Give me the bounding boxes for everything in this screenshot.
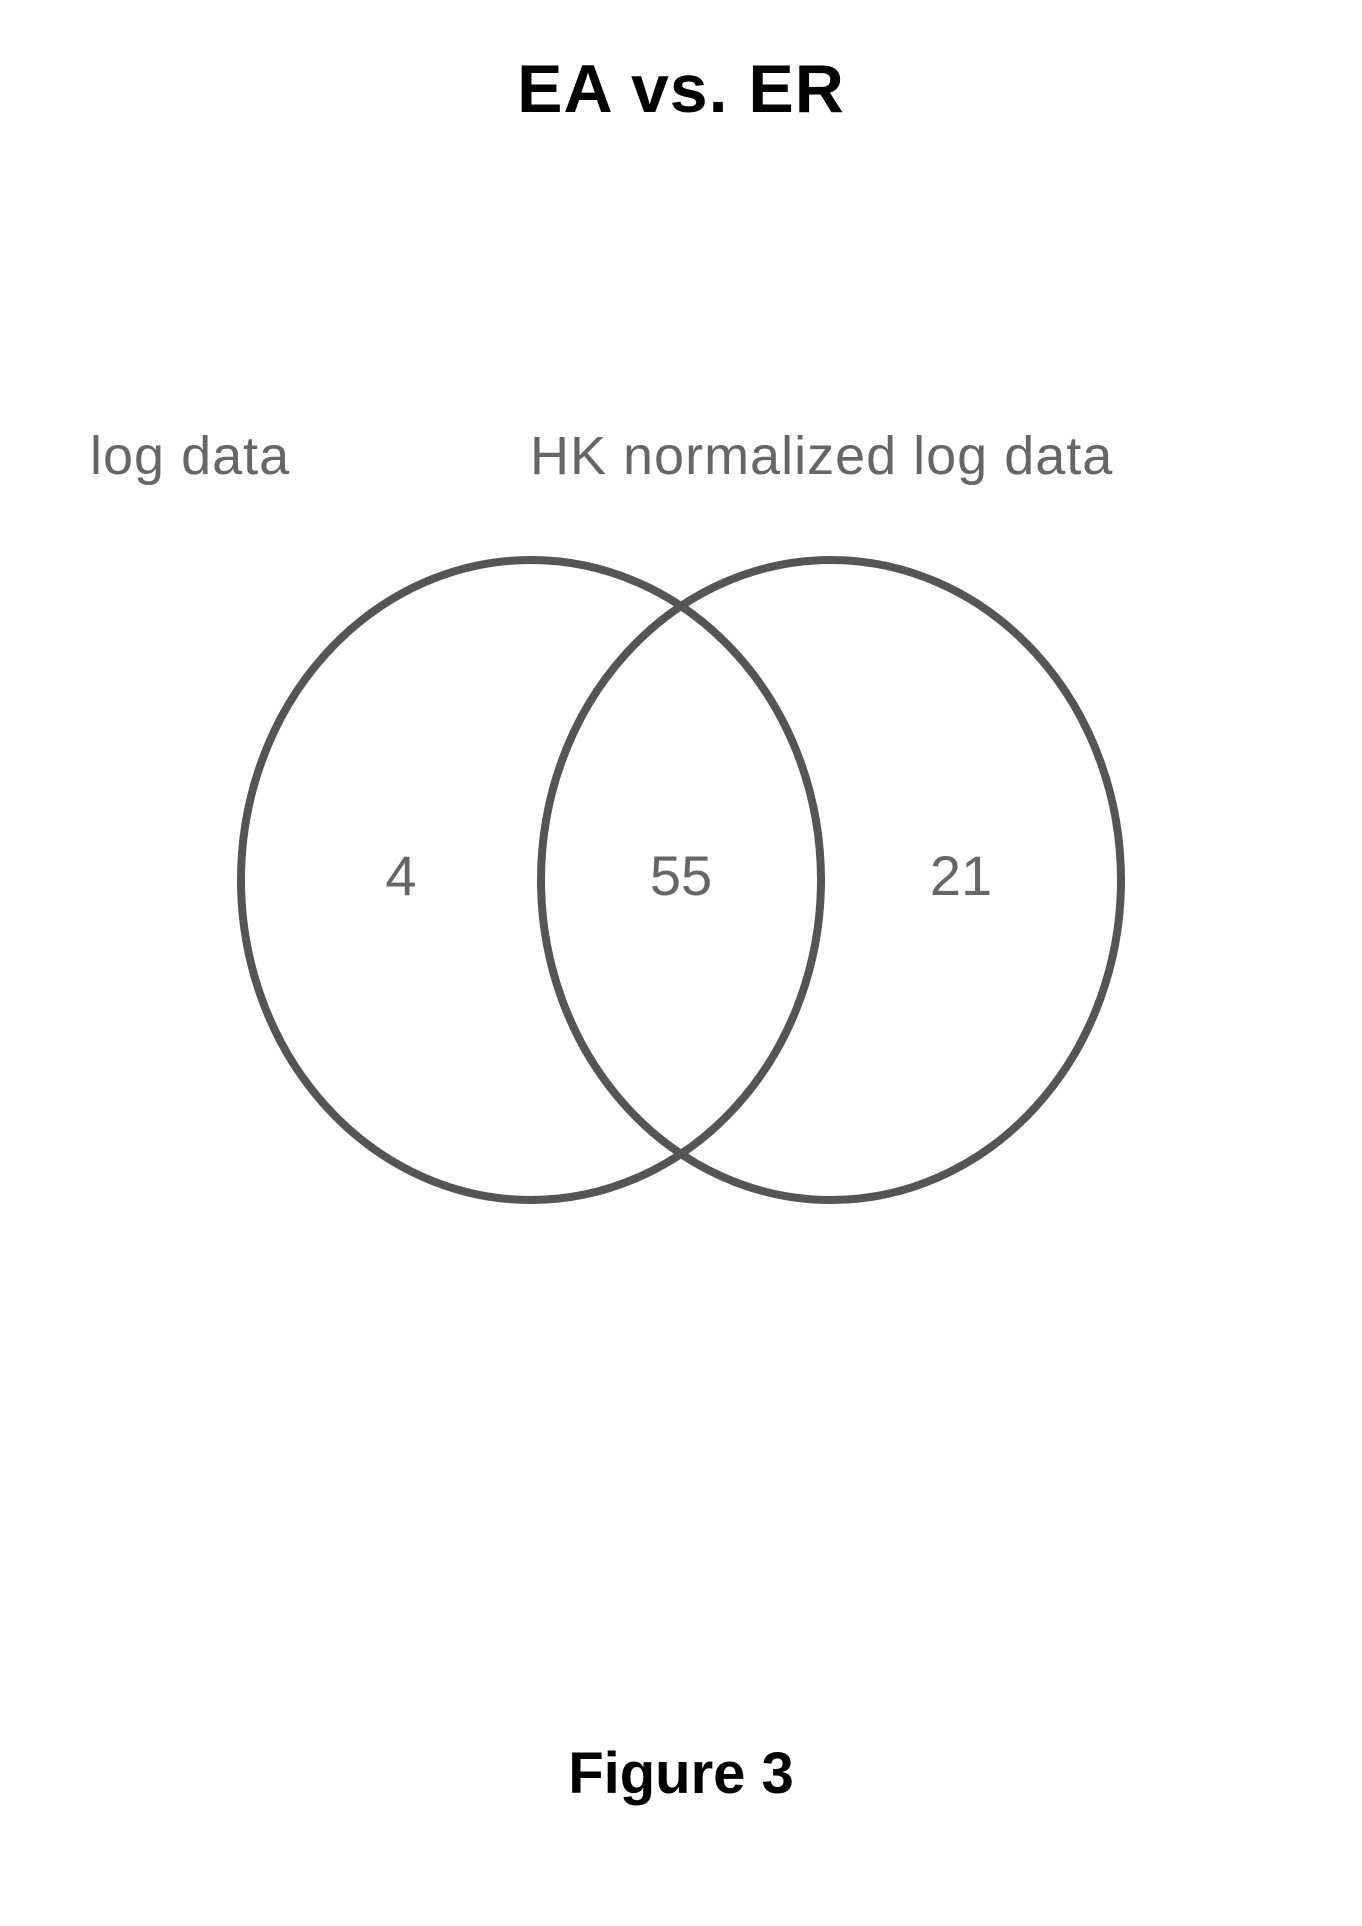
figure-caption: Figure 3 (568, 1740, 794, 1807)
left-set-label: log data (90, 425, 290, 487)
right-set-label: HK normalized log data (530, 425, 1113, 487)
venn-left-only-value: 4 (385, 844, 416, 907)
diagram-title: EA vs. ER (517, 50, 845, 128)
venn-diagram: 4 55 21 (191, 530, 1171, 1230)
venn-intersection-value: 55 (650, 844, 712, 907)
venn-right-only-value: 21 (930, 844, 992, 907)
venn-right-circle (541, 560, 1121, 1200)
venn-left-circle (241, 560, 821, 1200)
